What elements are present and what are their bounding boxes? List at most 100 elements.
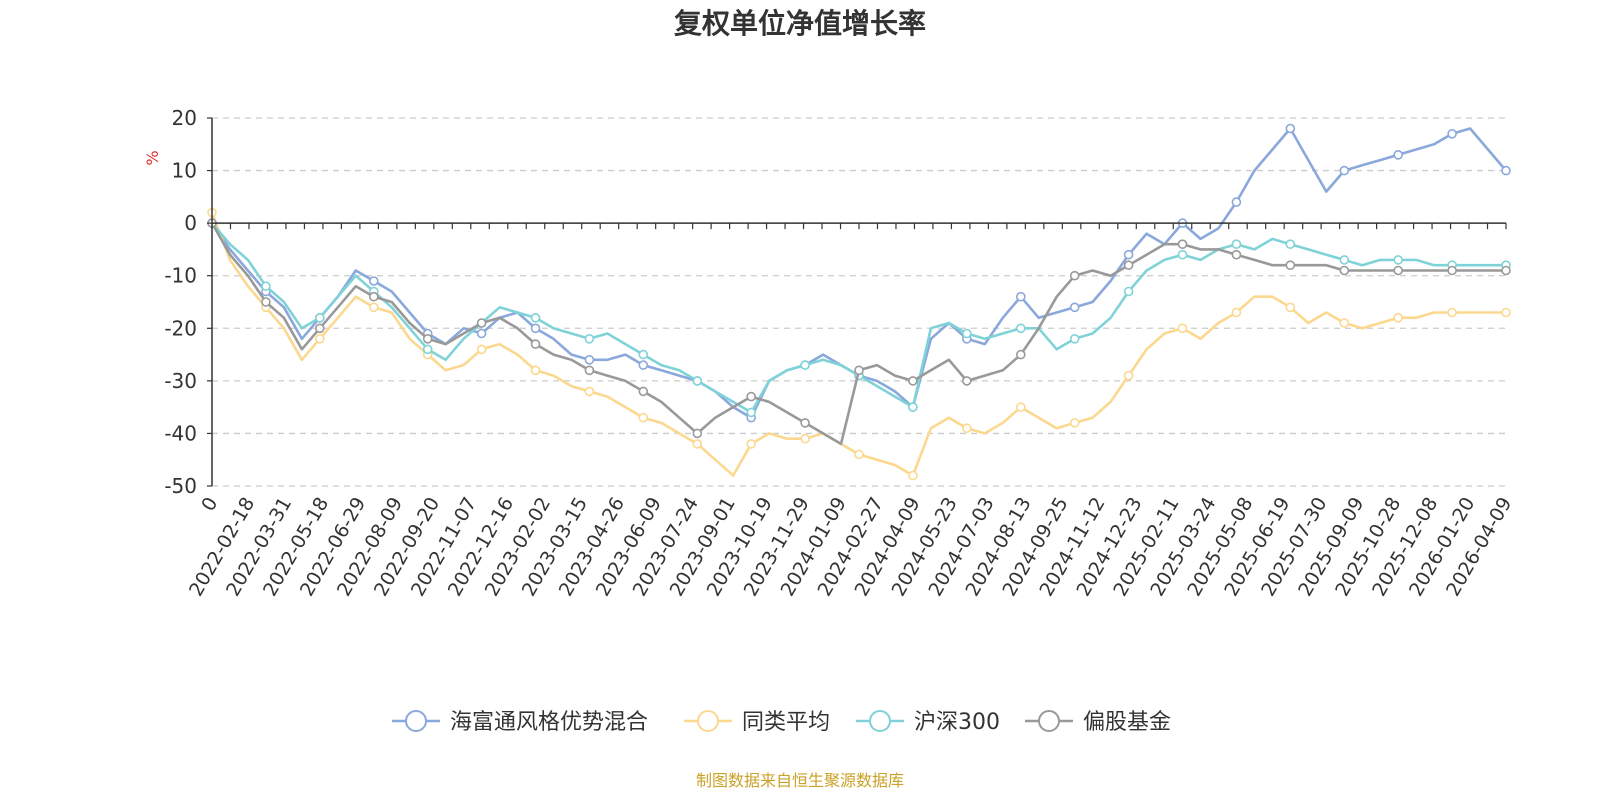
y-tick-label: -50 [164, 474, 197, 498]
data-point [1393, 265, 1403, 276]
x-tick-labels: 02022-02-182022-03-312022-05-182022-06-2… [185, 494, 1516, 601]
legend-item-2[interactable]: 沪深300 [856, 710, 1000, 735]
y-tick-label: -10 [164, 264, 197, 288]
data-point [476, 328, 487, 339]
data-point [1339, 265, 1350, 276]
data-point [1447, 307, 1457, 318]
data-point [422, 333, 433, 344]
data-point [1285, 123, 1296, 134]
data-point [692, 439, 703, 449]
data-point [368, 276, 379, 286]
data-point [368, 291, 379, 302]
data-point [1177, 239, 1188, 249]
data-point [261, 297, 271, 307]
data-point [476, 344, 487, 355]
data-point [1231, 239, 1242, 249]
data-point [1447, 265, 1457, 276]
legend-item-1[interactable]: 同类平均 [684, 710, 830, 735]
data-point [1123, 249, 1134, 260]
data-point [800, 418, 810, 428]
data-point [1285, 302, 1296, 313]
legend-item-0[interactable]: 海富通风格优势混合 [392, 710, 648, 735]
x-tick-label: 0 [197, 494, 222, 515]
data-point [422, 344, 433, 355]
data-point [584, 354, 595, 365]
chart-title: 复权单位净值增长率 [674, 7, 926, 40]
data-point [1501, 265, 1511, 276]
data-point [692, 428, 703, 439]
data-point [1123, 286, 1134, 297]
series-3 [207, 218, 1511, 446]
data-point [530, 312, 541, 323]
data-point [800, 360, 810, 370]
data-point [314, 312, 325, 323]
series-line [210, 212, 1506, 477]
data-point [1393, 150, 1403, 160]
data-point [1177, 323, 1188, 334]
data-point [1285, 239, 1296, 249]
axes [207, 117, 1507, 487]
y-tick-labels: 20 10 0 -10 -20 -30 -40 -50 [164, 106, 197, 498]
series-layer [207, 123, 1511, 481]
data-point [1177, 249, 1188, 260]
data-point [854, 365, 864, 376]
data-point [1447, 129, 1457, 139]
data-point [1069, 302, 1080, 313]
y-tick-label: -40 [164, 421, 197, 445]
legend-marker [1038, 710, 1060, 732]
data-point [1231, 307, 1242, 318]
data-point [1339, 255, 1350, 265]
data-point [530, 323, 541, 334]
y-axis-label: % [143, 150, 162, 165]
legend-marker [869, 710, 891, 732]
data-point [530, 339, 541, 349]
data-point [1393, 255, 1403, 265]
data-point [584, 365, 595, 376]
data-point [854, 449, 864, 460]
legend-item-3[interactable]: 偏股基金 [1025, 710, 1171, 735]
data-point [314, 333, 325, 344]
legend-label: 海富通风格优势混合 [450, 710, 648, 735]
data-point [584, 333, 595, 344]
data-point [746, 439, 757, 449]
grid-lines [212, 117, 1506, 487]
data-point [1015, 402, 1026, 412]
data-point [961, 328, 972, 339]
data-point [1015, 349, 1026, 360]
data-point [584, 386, 595, 397]
legend-label: 同类平均 [742, 710, 830, 735]
data-point [1285, 260, 1296, 271]
y-tick-label: 0 [184, 211, 197, 235]
data-point [530, 365, 541, 376]
data-point [961, 376, 972, 386]
data-point [746, 407, 757, 418]
data-point [1339, 165, 1350, 176]
data-point [692, 376, 703, 386]
data-point [1339, 318, 1350, 328]
data-point [1015, 291, 1026, 302]
data-source-note: 制图数据来自恒生聚源数据库 [696, 771, 904, 790]
data-point [638, 349, 649, 360]
data-point [1393, 312, 1403, 323]
y-tick-label: 20 [172, 106, 197, 130]
legend: 海富通风格优势混合 同类平均 沪深300 偏股基金 [392, 710, 1171, 735]
data-point [638, 360, 649, 370]
data-point [261, 281, 271, 292]
data-point [1123, 260, 1134, 271]
series-2 [207, 218, 1511, 418]
data-point [961, 423, 972, 434]
data-point [476, 318, 487, 328]
data-point [908, 470, 918, 481]
data-point [1069, 270, 1080, 281]
data-point [908, 402, 918, 412]
data-point [1501, 165, 1511, 176]
data-point [1069, 333, 1080, 344]
y-tick-label: -30 [164, 369, 197, 393]
data-point [1123, 370, 1134, 381]
data-point [368, 302, 379, 313]
data-point [800, 433, 810, 444]
y-tick-label: 10 [172, 159, 197, 183]
series-1 [207, 207, 1511, 481]
legend-label: 沪深300 [914, 710, 1000, 735]
